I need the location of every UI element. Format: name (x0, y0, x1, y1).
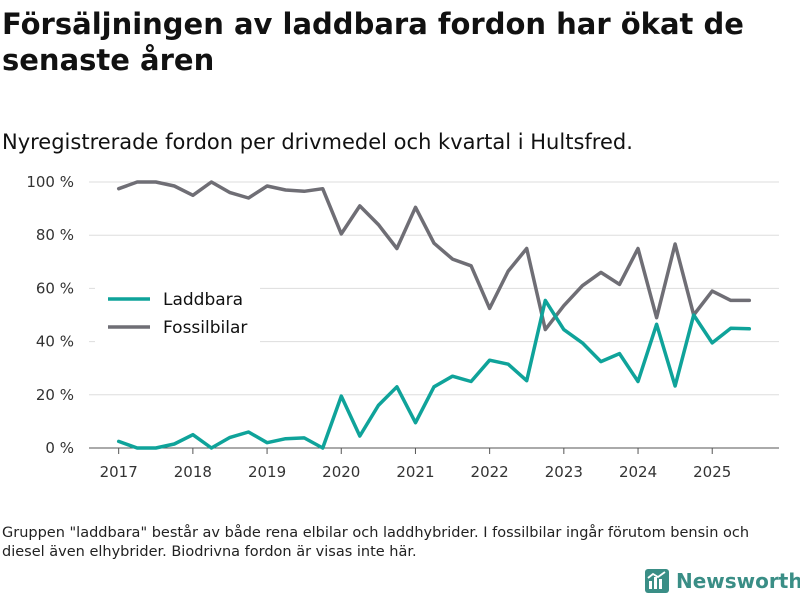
legend-label-fossilbilar: Fossilbilar (163, 318, 247, 338)
brand-name: Newsworthy (676, 569, 800, 593)
y-tick-label: 80 % (36, 226, 74, 244)
axes: 0 % 20 % 40 % 60 % 80 % 100 % 2017 2018 2019 2020… (26, 173, 779, 481)
x-tick-label: 2017 (100, 463, 138, 481)
series-line-laddbara (116, 298, 752, 450)
y-tick-label: 20 % (36, 386, 74, 404)
x-tick-label: 2025 (693, 463, 731, 481)
y-tick-label: 0 % (45, 439, 74, 457)
y-tick-label: 100 % (26, 173, 74, 191)
x-tick-label: 2024 (619, 463, 657, 481)
legend: Laddbara Fossilbilar (95, 280, 260, 344)
chart-title: Försäljningen av laddbara fordon har öka… (2, 7, 744, 77)
x-tick-label: 2021 (396, 463, 434, 481)
x-tick-label: 2018 (174, 463, 212, 481)
y-tick-label: 40 % (36, 333, 74, 351)
x-tick-label: 2022 (471, 463, 509, 481)
newsworthy-logo-icon (645, 569, 669, 593)
legend-label-laddbara: Laddbara (163, 290, 243, 310)
series-line-fossilbilar (116, 180, 752, 332)
x-tick-label: 2019 (248, 463, 286, 481)
y-tick-label: 60 % (36, 279, 74, 297)
series-lines (116, 180, 752, 450)
brand-logo[interactable]: Newsworthy (644, 568, 800, 594)
x-tick-label: 2023 (545, 463, 583, 481)
legend-background (95, 280, 260, 344)
footnote: Gruppen "laddbara" består av både rena e… (2, 525, 750, 560)
chart-subtitle: Nyregistrerade fordon per drivmedel och … (2, 130, 633, 154)
x-tick-label: 2020 (322, 463, 360, 481)
